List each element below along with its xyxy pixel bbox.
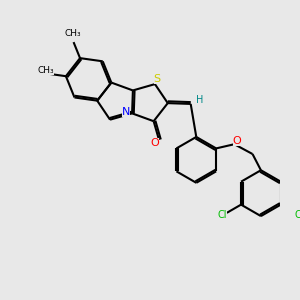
Text: N: N [122,107,130,117]
Text: CH₃: CH₃ [64,28,81,38]
Text: H: H [196,95,203,105]
Text: CH₃: CH₃ [38,66,54,75]
Text: S: S [154,74,161,84]
Text: O: O [150,138,159,148]
Text: O: O [233,136,242,146]
Text: Cl: Cl [218,210,227,220]
Text: Cl: Cl [295,210,300,220]
